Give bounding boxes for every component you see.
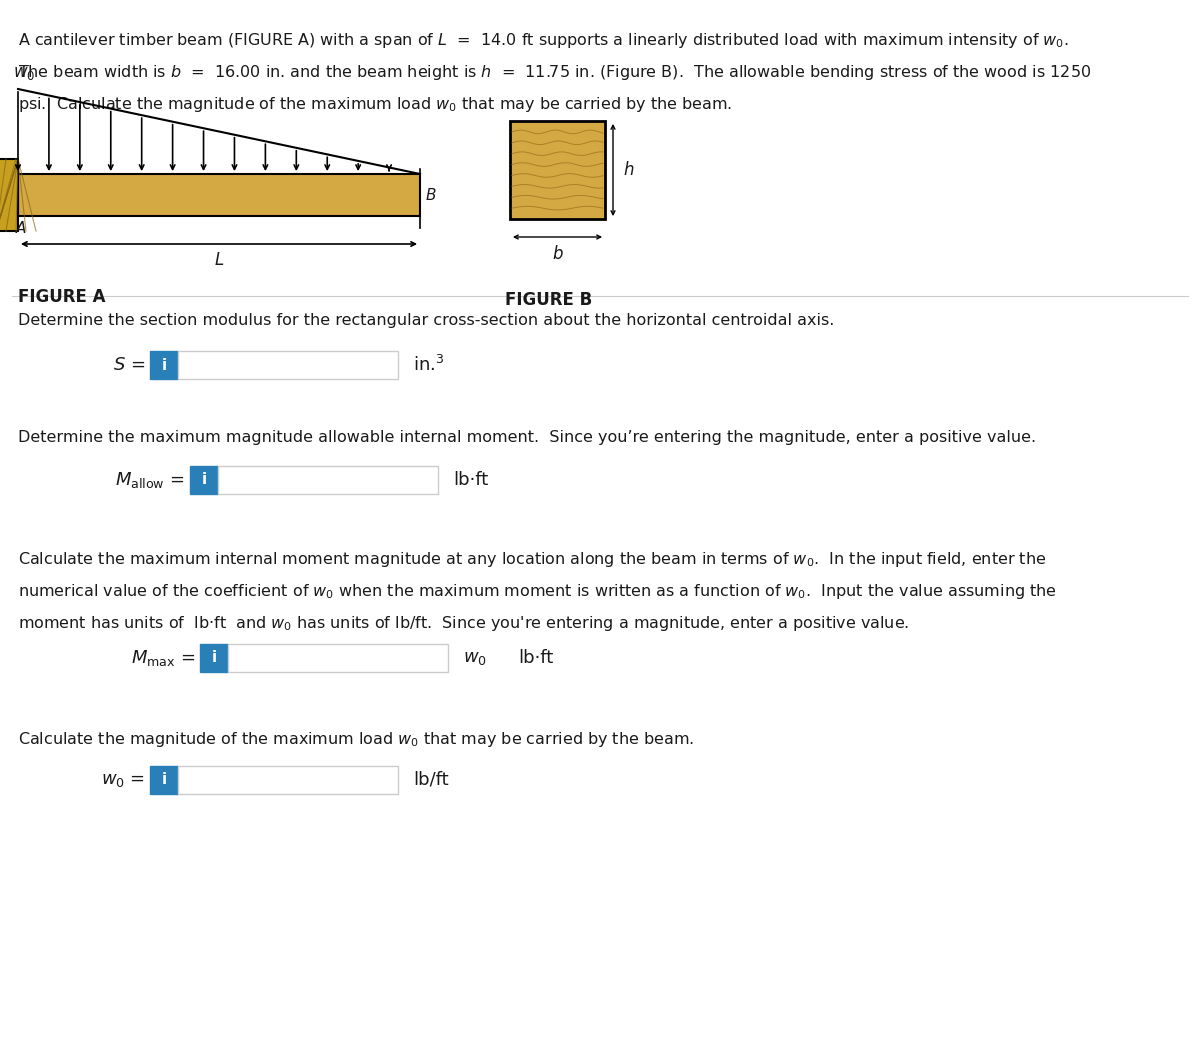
Text: $S$ =: $S$ = — [113, 356, 145, 374]
Text: Determine the section modulus for the rectangular cross-section about the horizo: Determine the section modulus for the re… — [18, 313, 834, 328]
Text: A cantilever timber beam (FIGURE A) with a span of $L$  =  14.0 ft supports a li: A cantilever timber beam (FIGURE A) with… — [18, 30, 1069, 50]
Text: $w_0$: $w_0$ — [13, 64, 35, 82]
FancyBboxPatch shape — [178, 766, 398, 794]
Text: $M_{\mathrm{allow}}$ =: $M_{\mathrm{allow}}$ = — [115, 470, 185, 490]
Bar — [0, 159, 18, 231]
Text: Calculate the magnitude of the maximum load $w_0$ that may be carried by the bea: Calculate the magnitude of the maximum l… — [18, 730, 694, 749]
Text: Calculate the maximum internal moment magnitude at any location along the beam i: Calculate the maximum internal moment ma… — [18, 550, 1046, 569]
Text: i: i — [202, 473, 206, 488]
FancyBboxPatch shape — [178, 351, 398, 379]
Text: The beam width is $b$  =  16.00 in. and the beam height is $h$  =  11.75 in. (Fi: The beam width is $b$ = 16.00 in. and th… — [18, 63, 1091, 82]
Text: lb·ft: lb·ft — [518, 650, 553, 667]
Text: psi.  Calculate the magnitude of the maximum load $w_0$ that may be carried by t: psi. Calculate the magnitude of the maxi… — [18, 95, 732, 114]
Text: lb·ft: lb·ft — [454, 471, 488, 489]
FancyBboxPatch shape — [218, 466, 438, 494]
Bar — [510, 121, 605, 219]
FancyBboxPatch shape — [228, 644, 448, 672]
FancyBboxPatch shape — [200, 644, 228, 672]
Text: in.$^3$: in.$^3$ — [413, 355, 444, 375]
Text: i: i — [162, 772, 167, 787]
Text: lb/ft: lb/ft — [413, 771, 449, 789]
Text: FIGURE A: FIGURE A — [18, 288, 106, 306]
Text: FIGURE B: FIGURE B — [505, 291, 593, 309]
Text: b: b — [552, 245, 563, 263]
Text: h: h — [623, 161, 634, 179]
Text: $w_0$: $w_0$ — [463, 650, 487, 667]
Text: numerical value of the coefficient of $w_0$ when the maximum moment is written a: numerical value of the coefficient of $w… — [18, 582, 1057, 601]
FancyBboxPatch shape — [150, 766, 178, 794]
Text: A: A — [16, 221, 26, 236]
Text: Determine the maximum magnitude allowable internal moment.  Since you’re enterin: Determine the maximum magnitude allowabl… — [18, 430, 1036, 445]
FancyBboxPatch shape — [150, 351, 178, 379]
Text: $w_0$ =: $w_0$ = — [101, 771, 145, 789]
FancyBboxPatch shape — [190, 466, 218, 494]
Text: moment has units of  lb$\cdot$ft  and $w_0$ has units of lb/ft.  Since you're en: moment has units of lb$\cdot$ft and $w_0… — [18, 614, 910, 633]
Text: B: B — [426, 187, 437, 203]
Text: i: i — [211, 651, 216, 665]
Text: $M_{\mathrm{max}}$ =: $M_{\mathrm{max}}$ = — [131, 648, 194, 668]
Text: L: L — [215, 251, 223, 269]
Text: i: i — [162, 357, 167, 372]
Bar — [18, 174, 420, 217]
